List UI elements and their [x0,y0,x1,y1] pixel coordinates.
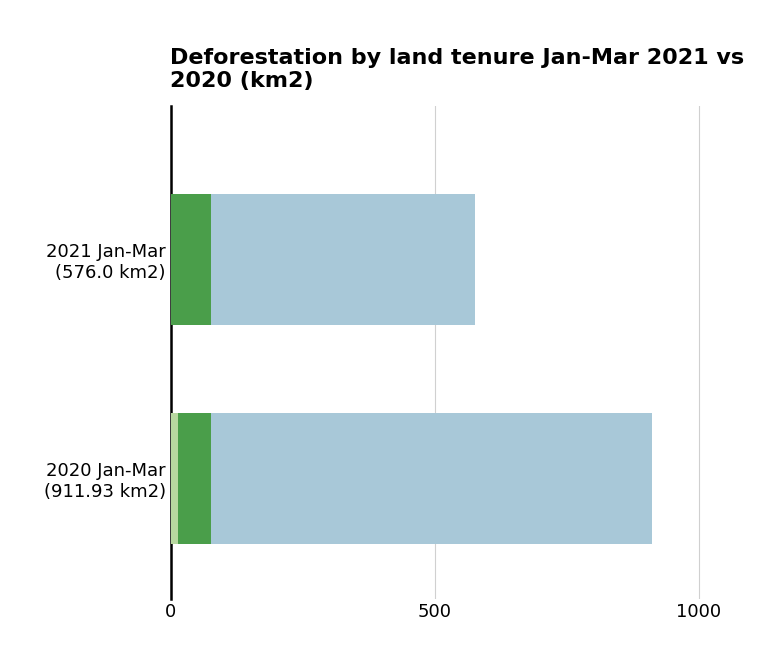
Bar [178,412,211,544]
Bar [170,194,211,325]
Bar [211,412,653,544]
Title: Deforestation by land tenure Jan-Mar 2021 vs
2020 (km2): Deforestation by land tenure Jan-Mar 202… [170,48,745,91]
Bar [170,412,178,544]
Bar [211,194,475,325]
